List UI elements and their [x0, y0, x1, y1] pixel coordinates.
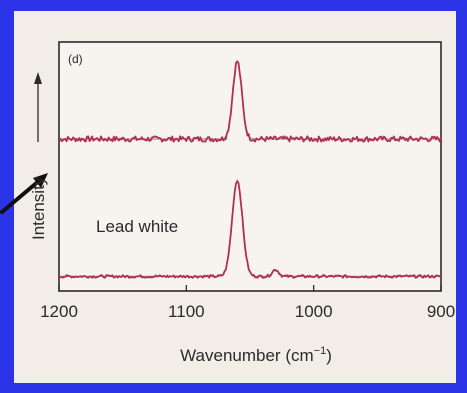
series-0-spectrum-line [58, 60, 442, 143]
x-tick-label-900: 900 [427, 302, 455, 321]
x-tick-label-1200: 1200 [40, 302, 78, 321]
x-axis-title: Wavenumber (cm−1) [180, 345, 332, 365]
x-axis-tick-labels: 1200 1100 1000 900 [40, 302, 455, 321]
x-axis-title-main: Wavenumber (cm [180, 346, 314, 365]
pointer-arrowhead [33, 173, 48, 188]
x-tick-label-1100: 1100 [168, 302, 205, 321]
y-axis-title-group: Intensity [29, 72, 48, 240]
y-axis-title: Intensity [29, 176, 48, 240]
pointer-arrow [0, 178, 42, 214]
y-axis-arrowhead [34, 72, 42, 84]
x-axis-title-superscript: −1 [314, 345, 327, 357]
spectrum-series-group [58, 59, 442, 279]
panel-label: (d) [68, 52, 83, 66]
x-tick-label-1000: 1000 [295, 302, 333, 321]
x-axis-ticks [58, 285, 442, 291]
x-axis-title-close: ) [326, 346, 332, 365]
series-1-spectrum-line [58, 180, 442, 279]
plot-frame [58, 41, 442, 292]
series-annotation-lead-white: Lead white [96, 217, 178, 236]
